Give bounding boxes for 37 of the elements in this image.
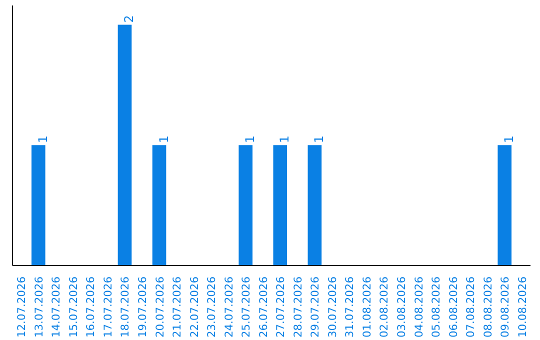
x-tick-label: 15.07.2026	[66, 276, 80, 338]
x-tick-label: 09.08.2026	[498, 276, 512, 338]
data-label: 1	[36, 135, 50, 144]
data-label: 1	[502, 135, 516, 144]
x-tick-label: 24.07.2026	[222, 276, 236, 338]
x-tick-label: 23.07.2026	[205, 276, 218, 338]
x-tick-label: 28.07.2026	[291, 276, 304, 338]
x-tick-label: 02.08.2026	[378, 276, 391, 338]
x-tick-label: 22.07.2026	[188, 276, 201, 338]
data-label: 2	[122, 15, 136, 23]
x-tick-label: 05.08.2026	[430, 276, 443, 338]
x-tick-label: 13.07.2026	[32, 276, 46, 338]
x-tick-label: 26.07.2026	[256, 276, 270, 338]
x-tick-label: 21.07.2026	[170, 276, 184, 338]
x-tick-label: 30.07.2026	[326, 276, 339, 338]
x-tick-label: 07.08.2026	[464, 276, 478, 338]
data-label: 1	[312, 135, 326, 144]
data-label: 1	[278, 135, 292, 144]
x-tick-label: 31.07.2026	[343, 276, 356, 338]
x-tick-label: 18.07.2026	[118, 276, 132, 338]
x-tick-label: 27.07.2026	[274, 276, 288, 338]
data-label: 1	[156, 135, 171, 144]
x-tick-label: 14.07.2026	[50, 276, 63, 338]
x-tick-label: 17.07.2026	[101, 276, 114, 338]
data-label: 1	[243, 135, 258, 144]
x-tick-label: 20.07.2026	[153, 276, 166, 338]
x-tick-label: 12.07.2026	[15, 276, 28, 338]
x-tick-label: 06.08.2026	[446, 276, 460, 338]
x-tick-label: 03.08.2026	[395, 276, 408, 338]
x-tick-label: 04.08.2026	[412, 276, 426, 338]
x-tick-label: 08.08.2026	[481, 276, 494, 338]
x-tick-label: 25.07.2026	[240, 276, 253, 338]
x-tick-label: 16.07.2026	[84, 276, 98, 338]
x-tick-label: 29.07.2026	[308, 276, 322, 338]
x-tick-label: 01.08.2026	[360, 276, 374, 338]
x-tick-label: 19.07.2026	[136, 276, 149, 338]
x-tick-label: 10.08.2026	[516, 276, 529, 338]
